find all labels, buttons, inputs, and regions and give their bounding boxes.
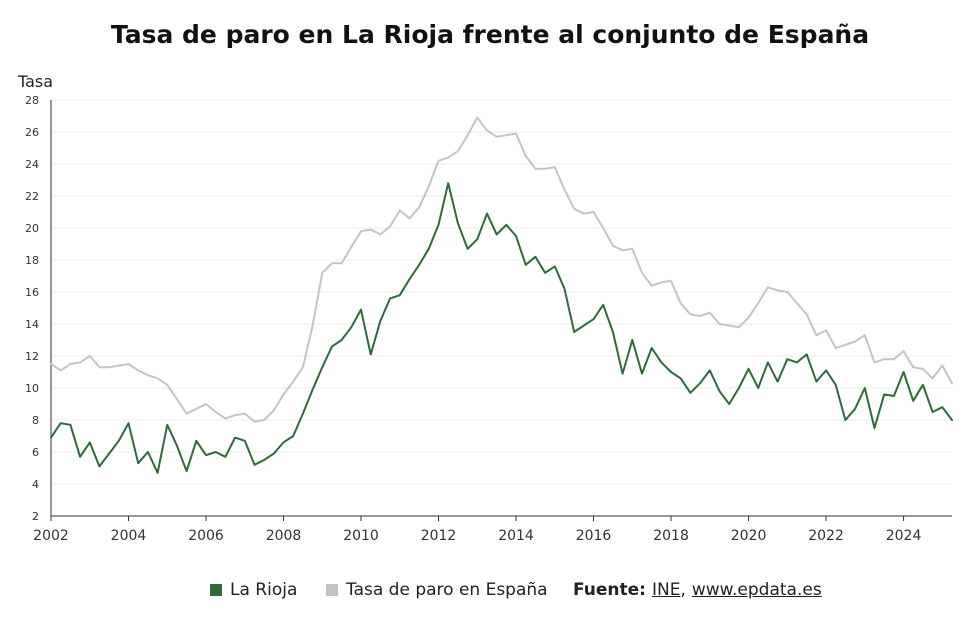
y-tick-label-10: 10	[25, 382, 39, 395]
x-tick-label-2024: 2024	[886, 528, 922, 544]
x-tick-label-2004: 2004	[111, 528, 147, 544]
y-tick-label-20: 20	[25, 222, 39, 235]
y-tick-label-24: 24	[25, 158, 39, 171]
y-tick-label-28: 28	[25, 94, 39, 107]
x-tick-label-2010: 2010	[343, 528, 379, 544]
legend: La Rioja Tasa de paro en España Fuente: …	[0, 580, 980, 606]
y-tick-label-22: 22	[25, 190, 39, 203]
x-tick-label-2008: 2008	[266, 528, 302, 544]
y-tick-label-26: 26	[25, 126, 39, 139]
legend-item-spain[interactable]: Tasa de paro en España	[326, 580, 548, 600]
x-tick-label-2006: 2006	[188, 528, 224, 544]
legend-label-la-rioja: La Rioja	[230, 580, 298, 600]
y-axis-label: Tasa	[18, 72, 54, 91]
y-tick-label-4: 4	[32, 478, 39, 491]
x-tick-label-2016: 2016	[576, 528, 612, 544]
source-separator: ,	[680, 580, 686, 600]
y-tick-label-14: 14	[25, 318, 39, 331]
y-tick-label-8: 8	[32, 414, 39, 427]
source-link-ine[interactable]: INE	[651, 580, 681, 600]
x-tick-label-2002: 2002	[33, 528, 69, 544]
series-lines	[50, 116, 953, 474]
legend-item-la-rioja[interactable]: La Rioja	[210, 580, 297, 600]
source-link-epdata[interactable]: www.epdata.es	[691, 580, 822, 600]
x-tick-label-2022: 2022	[808, 528, 844, 544]
legend-swatch-la-rioja	[210, 584, 222, 596]
x-tick-label-2014: 2014	[498, 528, 534, 544]
x-tick-label-2018: 2018	[653, 528, 689, 544]
y-tick-label-18: 18	[25, 254, 39, 267]
legend-swatch-spain	[326, 584, 338, 596]
y-tick-label-6: 6	[32, 446, 39, 459]
y-tick-label-12: 12	[25, 350, 39, 363]
series-line-la-rioja	[50, 182, 953, 474]
legend-label-spain: Tasa de paro en España	[346, 580, 548, 600]
y-tick-label-2: 2	[32, 510, 39, 523]
source-label: Fuente:	[573, 580, 646, 600]
x-tick-label-2020: 2020	[731, 528, 767, 544]
source-note: Fuente: INE , www.epdata.es	[573, 580, 822, 600]
y-tick-label-16: 16	[25, 286, 39, 299]
x-tick-label-2012: 2012	[421, 528, 457, 544]
chart-title: Tasa de paro en La Rioja frente al conju…	[110, 20, 870, 49]
series-line-spain	[50, 116, 953, 423]
gridlines	[51, 99, 952, 485]
